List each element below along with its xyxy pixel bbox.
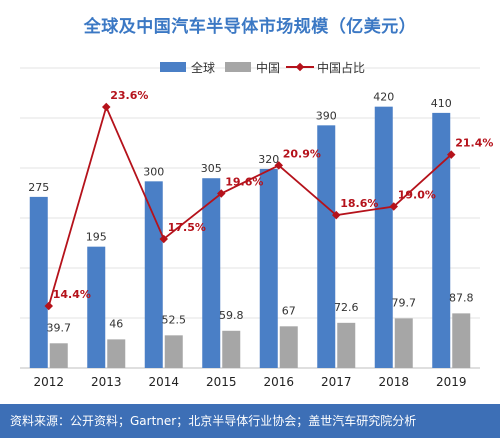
share-point-2017: [332, 210, 341, 220]
legend-label-1: 中国: [256, 60, 280, 75]
label-global-2019: 410: [431, 97, 452, 110]
legend: 全球 中国 中国占比: [160, 60, 365, 75]
label-china-2017: 72.6: [334, 301, 359, 314]
label-global-2017: 390: [316, 109, 337, 122]
bar-global-2013: [87, 246, 106, 368]
bar-global-2012: [29, 196, 48, 368]
label-share-2018: 19.0%: [398, 189, 436, 202]
label-share-2012: 14.4%: [53, 288, 91, 301]
bar-global-2015: [202, 178, 221, 368]
source-note: 资料来源：公开资料；Gartner；北京半导体行业协会；盖世汽车研究院分析: [0, 404, 500, 438]
label-share-2016: 20.9%: [283, 147, 321, 160]
bar-global-2018: [374, 106, 393, 369]
bar-global-2017: [317, 125, 336, 368]
label-global-2016: 320: [258, 153, 279, 166]
share-point-2016: [274, 161, 283, 170]
chart-title: 全球及中国汽车半导体市场规模（亿美元）: [83, 17, 417, 37]
label-global-2014: 300: [143, 165, 164, 178]
legend-label-0: 全球: [191, 60, 215, 75]
x-tick-2019: 2019: [436, 375, 467, 389]
x-tick-2012: 2012: [33, 375, 64, 389]
share-point-2012: [44, 301, 53, 311]
share-polyline: [47, 104, 452, 307]
label-global-2013: 195: [86, 231, 107, 244]
share-point-2014: [159, 234, 168, 244]
label-share-2017: 18.6%: [340, 197, 378, 210]
bar-china-2012: [49, 343, 68, 368]
label-global-2018: 420: [373, 91, 394, 104]
label-china-2016: 67: [282, 304, 296, 317]
x-tick-2016: 2016: [263, 375, 294, 389]
x-tick-2014: 2014: [148, 375, 179, 389]
label-china-2015: 59.8: [219, 309, 244, 322]
legend-swatch-1: [225, 62, 251, 72]
bar-global-2019: [432, 112, 451, 368]
x-tick-2017: 2017: [321, 375, 352, 389]
share-point-2013: [102, 102, 111, 112]
x-axis-ticks: 2012 2013 2014 2015 2016 2017 2018 2019: [33, 375, 466, 389]
label-share-2019: 21.4%: [455, 137, 493, 150]
x-tick-2018: 2018: [378, 375, 409, 389]
bar-china-2017: [337, 322, 356, 368]
label-global-2012: 275: [28, 181, 49, 194]
label-china-2014: 52.5: [162, 313, 187, 326]
x-tick-2015: 2015: [206, 375, 237, 389]
legend-label-2: 中国占比: [317, 60, 365, 75]
x-tick-2013: 2013: [91, 375, 122, 389]
label-global-2015: 305: [201, 162, 222, 175]
label-china-2019: 87.8: [449, 291, 474, 304]
label-share-2013: 23.6%: [110, 89, 148, 102]
share-point-2018: [389, 202, 398, 211]
bar-china-2014: [164, 335, 183, 368]
share-point-2019: [447, 150, 456, 159]
bar-china-2018: [394, 318, 413, 368]
legend-marker-2: [295, 62, 305, 72]
data-labels: 275 39.7 195 46 300 52.5 305 59.8 320 67 390 72.6 42…: [28, 89, 493, 334]
legend-swatch-0: [160, 62, 186, 72]
label-china-2012: 39.7: [47, 321, 72, 334]
bar-china-2019: [452, 313, 471, 368]
bar-china-2015: [222, 330, 241, 368]
bar-china-2013: [107, 339, 126, 368]
label-china-2018: 79.7: [392, 296, 417, 309]
bar-china-2016: [279, 326, 298, 368]
bar-global-2016: [259, 168, 278, 368]
label-share-2015: 19.6%: [225, 176, 263, 189]
share-line: [44, 102, 456, 311]
label-china-2013: 46: [109, 317, 123, 330]
share-point-2015: [217, 189, 226, 198]
label-share-2014: 17.5%: [168, 221, 206, 234]
bars: [29, 106, 471, 369]
bar-global-2014: [144, 181, 163, 368]
